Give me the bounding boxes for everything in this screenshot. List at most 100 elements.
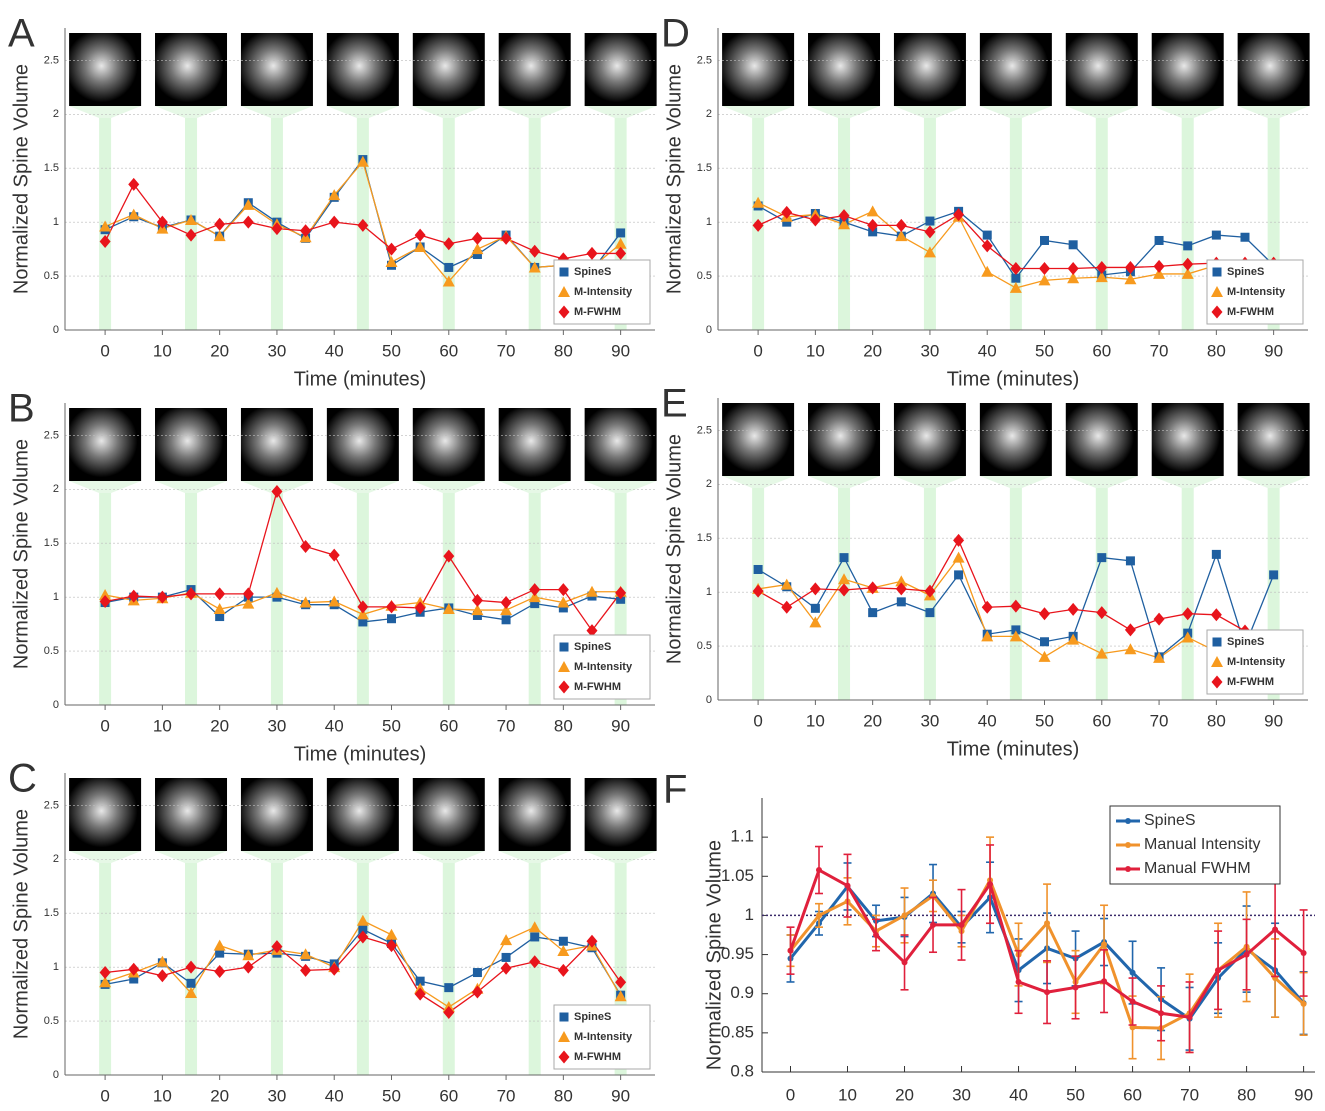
y-tick-label: 0 [53,324,59,336]
thumbnail [155,408,228,481]
triangle-marker [242,949,255,961]
square-marker [358,617,368,627]
diamond-marker [838,209,850,223]
band-connector [893,476,966,488]
triangle-marker [923,246,936,258]
square-marker [215,948,225,958]
band-connector [722,106,795,118]
square-marker [925,216,935,226]
diamond-marker [895,582,907,596]
x-tick-label: 0 [753,341,762,360]
triangle-marker [1153,651,1166,663]
thumbnail [1151,33,1224,106]
band-connector [240,851,313,863]
x-tick-label: 10 [153,1086,172,1105]
y-tick-label: 2 [706,478,712,490]
triangle-marker [1009,281,1022,293]
x-tick-label: 80 [1237,1085,1256,1104]
thumbnail [722,403,795,476]
square-marker [1183,241,1193,251]
diamond-marker [586,934,598,948]
thumbnail [240,778,313,851]
diamond-marker [615,586,627,600]
time-band [528,863,541,1075]
y-tick-label: 2 [53,853,59,865]
legend-label: SpineS [1227,636,1264,648]
legend-label: M-FWHM [1227,306,1274,318]
panel-label: C [8,757,37,801]
diamond-marker [242,215,254,229]
triangle-marker [185,213,198,225]
triangle-marker [385,256,398,268]
x-tick-label: 30 [952,1085,971,1104]
triangle-marker [328,595,341,607]
triangle-marker [356,155,369,167]
thumbnail [808,33,881,106]
y-tick-label: 1.5 [44,162,59,174]
diamond-marker [242,960,254,974]
diamond-marker [838,583,850,597]
diamond-marker [615,975,627,989]
diamond-marker [981,239,993,253]
point [1072,984,1079,991]
point [901,959,908,966]
square-marker [954,570,964,580]
x-tick-label: 0 [100,341,109,360]
band-connector [498,851,571,863]
x-tick-label: 40 [1009,1085,1028,1104]
triangle-marker [299,596,312,608]
x-tick-label: 60 [1092,341,1111,360]
diamond-marker [895,218,907,232]
legend-dot [1125,866,1131,872]
band-connector [808,476,881,488]
triangle-marker [242,198,255,210]
x-tick-label: 70 [1180,1085,1199,1104]
x-tick-label: 90 [611,341,630,360]
y-axis-label: Normalized Spine Volume [10,809,32,1039]
diamond-marker [185,960,197,974]
y-tick-label: 0.5 [44,1015,59,1027]
thumbnail [240,33,313,106]
diamond-marker [529,583,541,597]
point [1300,950,1307,957]
legend-label: SpineS [574,641,611,653]
x-tick-label: 60 [1092,711,1111,730]
square-marker [1211,230,1221,240]
diamond-marker [1211,305,1223,319]
x-tick-label: 70 [497,1086,516,1105]
x-tick-label: 30 [267,1086,286,1105]
x-tick-label: 10 [806,341,825,360]
diamond-marker [1010,262,1022,276]
triangle-marker [895,575,908,587]
diamond-marker [1067,602,1079,616]
diamond-marker [557,963,569,977]
point [1300,1000,1307,1007]
diamond-marker [99,966,111,980]
triangle-marker [99,588,112,600]
y-tick-label: 0.5 [697,640,712,652]
diamond-marker [953,533,965,547]
diamond-marker [809,582,821,596]
diamond-marker [328,962,340,976]
x-tick-label: 0 [100,716,109,735]
band-connector [1151,476,1224,488]
band-connector [69,851,142,863]
diamond-marker [99,235,111,249]
legend-box [553,1004,651,1070]
triangle-marker [528,591,541,603]
y-axis-label: Normalized Spine Volume [663,434,685,664]
diamond-marker [242,587,254,601]
square-marker [1212,267,1222,277]
x-tick-label: 40 [978,341,997,360]
y-tick-label: 2 [53,483,59,495]
band-connector [326,851,399,863]
diamond-marker [1010,599,1022,613]
x-tick-label: 80 [554,1086,573,1105]
square-marker [896,597,906,607]
diamond-marker [271,222,283,236]
square-marker [1125,556,1135,566]
triangle-marker [213,939,226,951]
band-connector [498,106,571,118]
square-marker [1011,273,1021,283]
band-connector [1237,476,1310,488]
